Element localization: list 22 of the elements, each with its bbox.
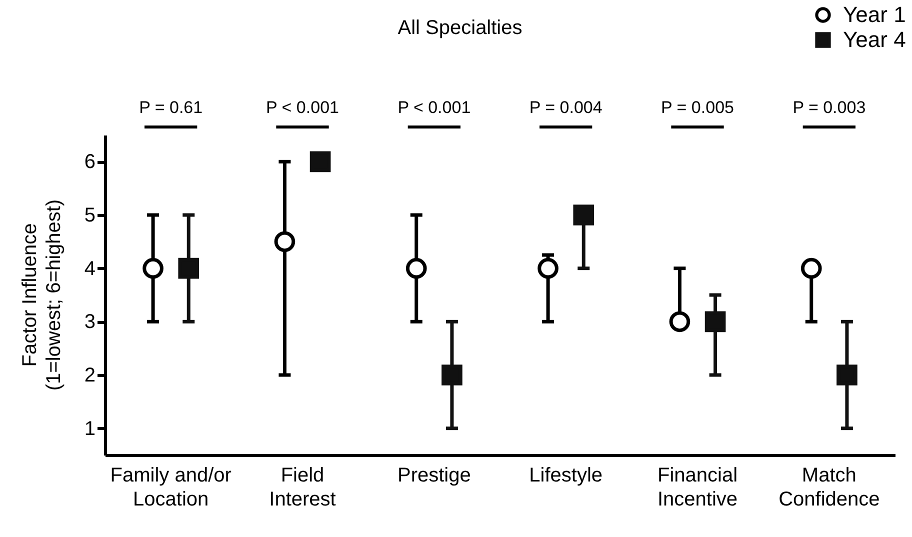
x-tick-label: Field Interest: [269, 464, 336, 510]
text: P = 0.003: [792, 98, 866, 117]
text: P < 0.001: [266, 98, 339, 117]
text: P < 0.001: [398, 98, 471, 117]
y-tick-label: 5: [84, 204, 96, 226]
y-tick-label: 2: [84, 364, 96, 386]
legend-label: Year 1: [843, 2, 906, 27]
x-tick-label: Lifestyle: [529, 464, 603, 486]
text: P = 0.61: [139, 98, 203, 117]
text: P = 0.004: [529, 98, 602, 117]
x-tick-label: Family and/or Location: [110, 464, 232, 510]
legend-label: Year 4: [843, 27, 906, 52]
y-tick-label: 3: [84, 311, 96, 334]
x-tick-label: Match Confidence: [778, 464, 880, 510]
y-axis-title: Factor Influence (1=lowest; 6=highest): [19, 199, 65, 391]
x-tick-label: Prestige: [397, 464, 471, 486]
y-tick-label: 4: [84, 258, 96, 280]
chart-title: All Specialties: [398, 17, 522, 39]
y-tick-label: 1: [84, 418, 96, 440]
text: P = 0.005: [661, 98, 734, 117]
x-tick-label: Financial Incentive: [657, 464, 738, 510]
y-tick-label: 6: [84, 151, 96, 174]
